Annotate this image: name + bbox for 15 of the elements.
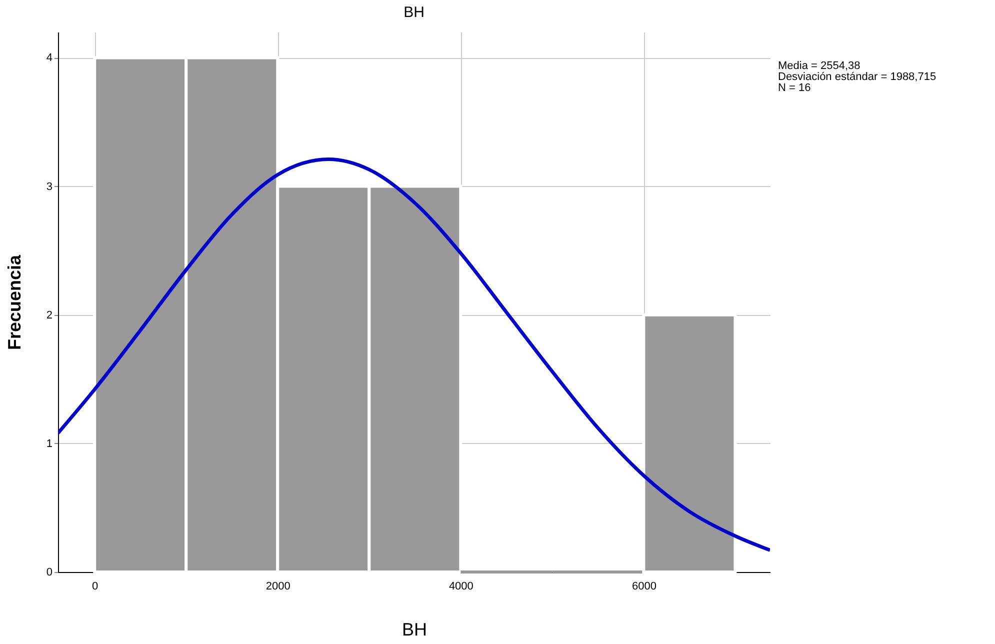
y-tick-label: 1: [46, 438, 52, 450]
x-axis-title: BH: [402, 620, 428, 640]
y-tick-label: 4: [46, 52, 52, 64]
text: Desviación estándar = 1988,715: [778, 71, 936, 83]
y-tick-label: 3: [46, 180, 52, 193]
y-tick-label: 2: [46, 309, 52, 322]
y-axis-title: Frecuencia: [4, 254, 24, 350]
text: N = 16: [778, 82, 811, 94]
x-tick-label: 6000: [632, 580, 656, 592]
x-tick-label: 2000: [266, 580, 290, 592]
x-tick-label: 0: [92, 580, 98, 592]
x-tick-label: 4000: [448, 580, 474, 592]
y-tick-label: 0: [46, 566, 52, 578]
text: Media = 2554,38: [778, 60, 860, 72]
chart-title: BH: [404, 4, 424, 21]
